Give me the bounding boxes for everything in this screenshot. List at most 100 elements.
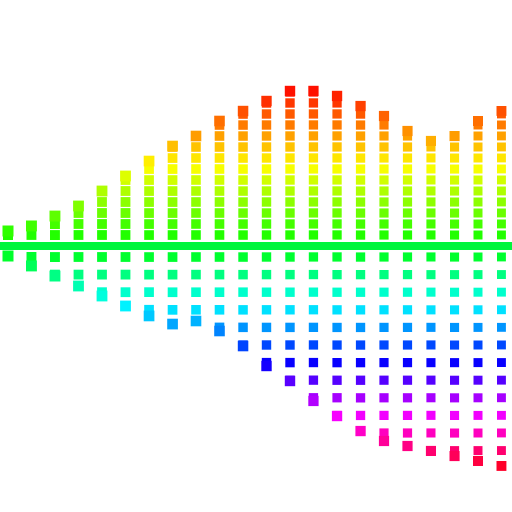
square-up (332, 142, 342, 152)
square-up (73, 219, 84, 229)
square-up (497, 120, 506, 130)
square-peak (378, 110, 390, 122)
square-up (167, 230, 178, 240)
square-up (238, 230, 248, 240)
square-peak (73, 200, 84, 212)
square-up (191, 230, 201, 240)
square-up (426, 153, 436, 163)
square-down (261, 269, 272, 280)
square-down (379, 375, 389, 385)
square-up (497, 219, 506, 229)
square-trough (308, 395, 319, 407)
square-up (426, 175, 436, 185)
square-up (426, 208, 436, 218)
square-up (355, 230, 366, 240)
square-down (402, 287, 413, 297)
square-up (308, 186, 319, 196)
square-up (402, 153, 413, 163)
square-trough (284, 375, 296, 387)
square-up (214, 230, 225, 240)
square-down (450, 410, 460, 420)
square-down (308, 375, 319, 385)
square-down (450, 252, 460, 262)
square-down (332, 358, 342, 368)
square-up (379, 164, 389, 174)
square-up (285, 120, 295, 130)
square-up (144, 219, 154, 229)
square-up (144, 208, 154, 218)
square-peak (308, 85, 319, 97)
square-up (332, 109, 342, 119)
square-down (238, 287, 248, 297)
square-down (497, 428, 506, 438)
square-trough (331, 410, 343, 422)
square-up (332, 230, 342, 240)
square-up (308, 109, 319, 119)
square-up (355, 164, 366, 174)
square-up (191, 164, 201, 174)
square-up (144, 175, 154, 185)
square-up (26, 230, 37, 240)
square-up (214, 219, 225, 229)
square-up (120, 208, 131, 218)
square-up (426, 142, 436, 152)
square-down (450, 270, 460, 280)
square-up (379, 120, 389, 130)
square-down (473, 287, 483, 297)
square-up (473, 186, 483, 196)
square-trough (473, 456, 483, 466)
square-up (402, 219, 413, 229)
square-up (73, 208, 84, 218)
square-down (379, 358, 389, 368)
square-trough (496, 461, 507, 471)
square-down (261, 340, 272, 350)
square-peak (261, 95, 272, 107)
square-peak (214, 115, 225, 127)
square-peak (496, 106, 507, 116)
square-down (497, 340, 506, 350)
square-up (473, 197, 483, 207)
square-down (450, 375, 460, 385)
square-down (355, 305, 366, 315)
square-up (167, 219, 178, 229)
square-up (355, 197, 366, 207)
square-up (238, 197, 248, 207)
square-up (50, 219, 60, 229)
square-up (473, 208, 483, 218)
square-up (261, 186, 272, 196)
square-down (379, 252, 389, 262)
square-up (379, 230, 389, 240)
square-down (379, 305, 389, 315)
square-up (473, 219, 483, 229)
square-trough (73, 280, 84, 292)
square-peak (143, 155, 155, 167)
square-down (426, 375, 436, 385)
square-down (497, 252, 506, 262)
square-up (497, 197, 506, 207)
square-up (238, 153, 248, 163)
square-down (167, 305, 178, 315)
square-up (238, 120, 248, 130)
square-up (473, 175, 483, 185)
square-up (144, 197, 154, 207)
square-down (497, 287, 506, 297)
square-down (238, 252, 248, 262)
square-up (426, 164, 436, 174)
square-down (402, 252, 413, 262)
square-down (214, 252, 225, 262)
square-down (332, 393, 342, 403)
square-up (120, 230, 131, 240)
square-up (285, 219, 295, 229)
square-down (191, 287, 201, 297)
square-up (332, 98, 342, 108)
square-peak (449, 131, 460, 142)
square-up (167, 186, 178, 196)
square-down (473, 340, 483, 350)
square-down (355, 340, 366, 350)
square-down (402, 340, 413, 350)
square-up (191, 142, 201, 152)
square-down (308, 287, 319, 297)
square-down (120, 287, 131, 298)
square-up (261, 120, 272, 130)
square-trough (190, 315, 202, 327)
